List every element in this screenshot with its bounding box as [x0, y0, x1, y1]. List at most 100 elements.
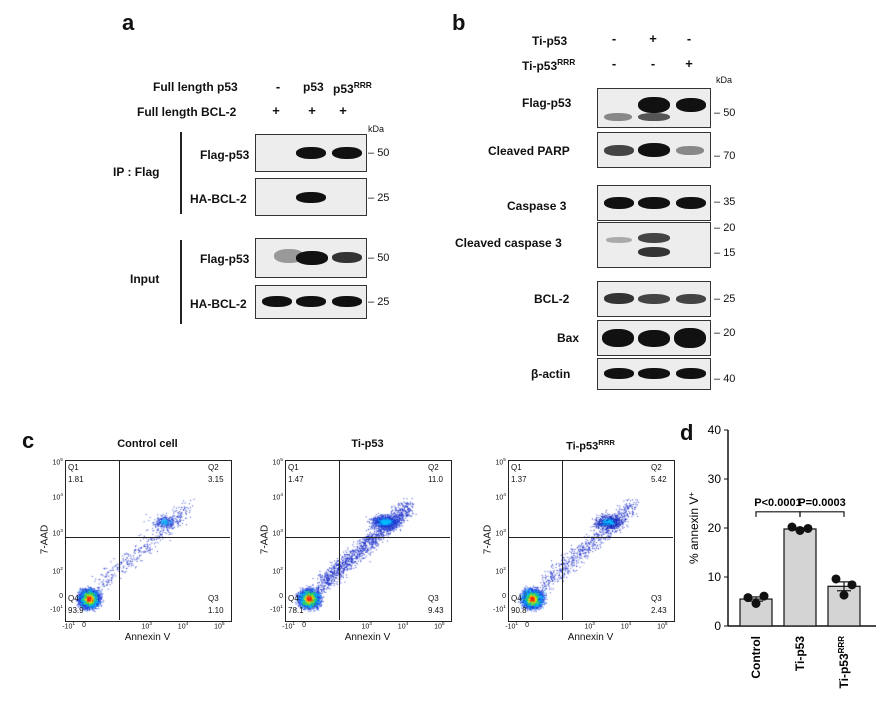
y-tick-label: 104	[495, 493, 506, 502]
marker-b-beta-actin: – 40	[714, 373, 736, 385]
flow-plot-area	[65, 460, 232, 622]
blot-label-a-flag-p53-ip: Flag-p53	[200, 148, 250, 162]
band	[602, 329, 634, 347]
band	[638, 97, 670, 113]
gate-line-vertical	[562, 460, 564, 620]
blot-label-a-ha-bcl2-input: HA-BCL-2	[190, 297, 247, 311]
gate-line-vertical	[119, 460, 121, 620]
blot-label-b-beta-actin: β-actin	[531, 367, 571, 381]
y-tick-label: 102	[52, 567, 63, 576]
band	[296, 192, 326, 203]
band	[604, 368, 634, 379]
quadrant-value: 11.0	[428, 475, 443, 484]
marker-b-flag-p53: – 50	[714, 107, 736, 119]
data-point	[759, 591, 769, 601]
x-tick-label: 105	[657, 622, 668, 631]
marker-b-cleaved-caspase-3-15: – 15	[714, 247, 736, 259]
x-tick-label: -101	[62, 622, 76, 631]
band	[638, 247, 670, 257]
blot-b-cleaved-caspase-3	[597, 222, 711, 268]
y-tick-label: 104	[272, 493, 283, 502]
comparison-bracket	[799, 511, 845, 517]
sign-b-ti-lane2: +	[649, 31, 657, 46]
blot-b-bcl2	[597, 281, 711, 317]
band	[638, 368, 670, 379]
quadrant-name: Q3	[428, 594, 439, 603]
blot-a-flag-p53-input	[255, 238, 367, 278]
flow-plot-title: Ti-p53	[351, 438, 384, 450]
sign-a-bcl2-lane2: +	[308, 103, 316, 118]
panel-label-b: b	[452, 10, 466, 35]
group-label-input: Input	[130, 272, 160, 286]
bar	[783, 528, 817, 627]
y-tick-label: 103	[52, 528, 63, 537]
band	[296, 147, 326, 159]
marker-b-cleaved-parp: – 70	[714, 150, 736, 162]
band	[332, 147, 362, 159]
blot-a-ha-bcl2-input	[255, 285, 367, 319]
gate-line-horizontal	[65, 536, 230, 538]
y-tick-label: 0	[59, 592, 63, 600]
x-tick-label: 105	[434, 622, 445, 631]
band	[676, 294, 706, 304]
y-tick-label: 105	[52, 458, 63, 467]
y-tick-label: 102	[495, 567, 506, 576]
marker-a-ha-bcl2-ip: – 25	[368, 192, 390, 204]
bracket-ip-flag	[180, 132, 182, 214]
data-point	[847, 580, 857, 590]
quadrant-value: 1.81	[68, 475, 84, 484]
band	[638, 233, 670, 243]
y-tick-label: 0	[279, 592, 283, 600]
band	[638, 294, 670, 304]
gate-line-horizontal	[508, 536, 673, 538]
data-point	[839, 590, 849, 600]
row-label-ti-p53-rrr: Ti-p53RRR	[522, 57, 576, 73]
y-axis-label: % annexin V+	[687, 492, 702, 564]
y-tick-label: 10	[708, 570, 722, 584]
band	[676, 368, 706, 379]
band	[332, 296, 362, 307]
category-sup: RRR	[837, 636, 846, 654]
x-axis-label: Annexin V	[124, 632, 171, 643]
data-point	[787, 522, 797, 532]
band	[332, 252, 362, 263]
quadrant-value: 1.47	[288, 475, 304, 484]
data-point	[795, 525, 805, 535]
sign-b-ti-lane3: -	[686, 31, 692, 46]
quadrant-name: Q3	[208, 594, 219, 603]
quadrant-value: 93.9	[68, 606, 84, 615]
marker-a-flag-p53-input: – 50	[368, 252, 390, 264]
x-tick-label: 0	[525, 622, 529, 629]
data-point	[803, 523, 813, 533]
panel-label-d: d	[680, 420, 694, 445]
blot-a-flag-p53-ip	[255, 134, 367, 172]
category-label: Ti-p53RRR	[837, 636, 852, 689]
y-tick-label: 40	[708, 423, 722, 437]
y-tick-label: 105	[272, 458, 283, 467]
band	[676, 197, 706, 209]
x-tick-label: -101	[505, 622, 519, 631]
blot-b-cleaved-parp	[597, 132, 711, 168]
gate-line-horizontal	[285, 536, 450, 538]
flow-plot-title: Ti-p53RRR	[566, 438, 615, 453]
quadrant-value: 9.43	[428, 606, 444, 615]
y-tick-label: -101	[270, 605, 283, 614]
band	[676, 98, 706, 112]
band	[296, 296, 326, 307]
marker-b-bax: – 20	[714, 327, 736, 339]
marker-a-ha-bcl2-input: – 25	[368, 296, 390, 308]
row-label-full-length-p53: Full length p53	[153, 80, 238, 94]
blot-label-b-flag-p53: Flag-p53	[522, 96, 572, 110]
x-tick-label: 103	[584, 622, 596, 631]
band	[296, 251, 328, 265]
x-axis-label: Annexin V	[567, 632, 614, 643]
y-tick-label: 20	[708, 521, 722, 535]
quadrant-name: Q2	[651, 463, 662, 472]
row-label-full-length-bcl2: Full length BCL-2	[137, 105, 237, 119]
band	[606, 237, 632, 243]
panel-label-c: c	[22, 428, 35, 453]
band	[262, 296, 292, 307]
y-tick-label: 102	[272, 567, 283, 576]
x-tick-label: 104	[620, 622, 632, 631]
